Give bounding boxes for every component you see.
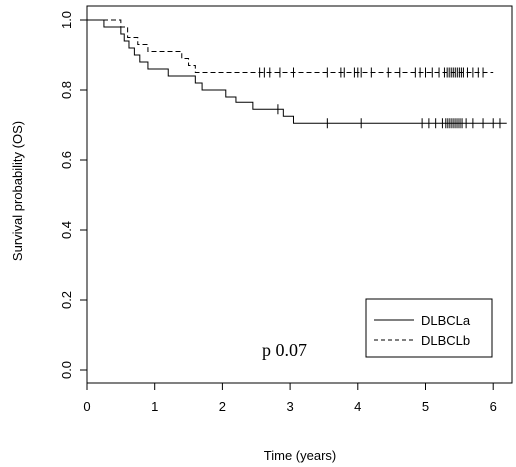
series-layer xyxy=(87,19,507,129)
y-tick-label: 0.8 xyxy=(59,81,74,99)
y-tick-label: 1.0 xyxy=(59,11,74,29)
x-tick-label: 2 xyxy=(219,399,226,414)
y-tick-label: 0.6 xyxy=(59,151,74,169)
legend-label-dlbclb: DLBCLb xyxy=(421,333,470,348)
legend: DLBCLa DLBCLb xyxy=(365,298,493,358)
y-tick-label: 0.0 xyxy=(59,361,74,379)
y-tick-label: 0.4 xyxy=(59,221,74,239)
y-tick-label: 0.2 xyxy=(59,291,74,309)
x-tick-label: 4 xyxy=(354,399,361,414)
series-line-dlbcla xyxy=(87,19,507,124)
y-axis-label: Survival probability (OS) xyxy=(10,121,25,261)
x-tick-label: 3 xyxy=(286,399,293,414)
legend-label-dlbcla: DLBCLa xyxy=(421,313,471,328)
x-axis-label: Time (years) xyxy=(264,448,336,463)
x-tick-label: 5 xyxy=(422,399,429,414)
x-tick-label: 6 xyxy=(490,399,497,414)
x-tick-label: 1 xyxy=(151,399,158,414)
legend-box xyxy=(365,298,493,358)
x-tick-label: 0 xyxy=(83,399,90,414)
y-axis: 0.0 0.2 0.4 0.6 0.8 1.0 xyxy=(59,11,88,379)
x-axis: 0 1 2 3 4 5 6 xyxy=(83,383,497,414)
series-line-dlbclb xyxy=(87,19,494,73)
p-value-annotation: p 0.07 xyxy=(262,340,307,360)
